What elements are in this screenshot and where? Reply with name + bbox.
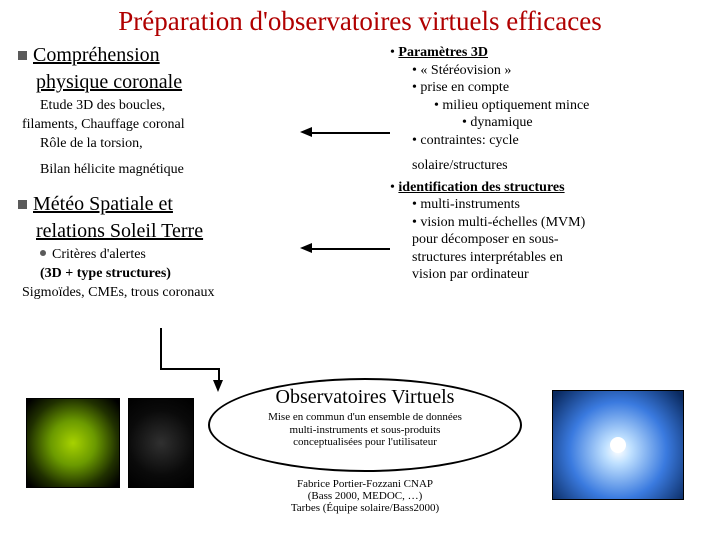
- ident-l1: • multi-instruments: [412, 196, 700, 214]
- comprehension-head: Compréhension: [18, 44, 308, 67]
- oval-body: Mise en commun d'un ensemble de données …: [210, 411, 520, 449]
- arrow-down-horiz: [160, 368, 218, 370]
- slide-title: Préparation d'observatoires virtuels eff…: [0, 6, 720, 37]
- comp-line4: Bilan hélicite magnétique: [40, 162, 308, 179]
- ident-head: • identification des structures: [390, 179, 700, 197]
- ident-l5: vision par ordinateur: [412, 266, 700, 284]
- arrow-down-line: [160, 328, 162, 368]
- comprehension-head-text: Compréhension: [33, 44, 160, 66]
- param-l4: • dynamique: [462, 114, 700, 132]
- dark-image-icon: [128, 398, 194, 488]
- bullet-dot-icon: [40, 250, 46, 256]
- bullet-icon: [18, 200, 27, 209]
- slide-root: Préparation d'observatoires virtuels eff…: [0, 0, 720, 540]
- param-l2: • prise en compte: [412, 79, 700, 97]
- comp-line3: Rôle de la torsion,: [40, 136, 308, 153]
- comprehension-sub: physique coronale: [36, 71, 308, 94]
- oval-l1: Mise en commun d'un ensemble de données: [234, 411, 496, 424]
- comp-line1: Etude 3D des boucles,: [40, 98, 308, 115]
- meteo-l3: Sigmoïdes, CMEs, trous coronaux: [22, 285, 308, 302]
- credit-block: Fabrice Portier-Fozzani CNAP (Bass 2000,…: [250, 478, 480, 514]
- corona-image-icon: [552, 390, 684, 500]
- sun-image-icon: [26, 398, 120, 488]
- ident-l3: pour décomposer en sous-: [412, 231, 700, 249]
- param-l1: • « Stéréovision »: [412, 62, 700, 80]
- meteo-l2: (3D + type structures): [40, 266, 308, 283]
- arrow-bottom-line: [310, 248, 390, 250]
- param-head: • Paramètres 3D: [390, 44, 700, 62]
- meteo-l1: Critères d'alertes: [40, 247, 308, 264]
- oval-title: Observatoires Virtuels: [210, 386, 520, 409]
- param-l5: • contraintes: cycle: [412, 132, 700, 150]
- arrow-top-line: [310, 132, 390, 134]
- oval-l2: multi-instruments et sous-produits: [234, 424, 496, 437]
- bullet-icon: [18, 51, 27, 60]
- credit-l2: (Bass 2000, MEDOC, …): [250, 490, 480, 502]
- param-l3: • milieu optiquement mince: [434, 97, 700, 115]
- right-column: • Paramètres 3D • « Stéréovision » • pri…: [390, 44, 700, 284]
- arrow-bottom-head-icon: [300, 243, 312, 253]
- meteo-sub: relations Soleil Terre: [36, 220, 308, 243]
- ident-l4: structures interprétables en: [412, 249, 700, 267]
- meteo-head-text: Météo Spatiale et: [33, 193, 173, 215]
- observatoires-oval: Observatoires Virtuels Mise en commun d'…: [208, 378, 522, 472]
- arrow-top-head-icon: [300, 127, 312, 137]
- meteo-head: Météo Spatiale et: [18, 193, 308, 216]
- comprehension-block: Compréhension physique coronale Etude 3D…: [18, 44, 308, 179]
- comp-line2: filaments, Chauffage coronal: [22, 117, 308, 134]
- meteo-block: Météo Spatiale et relations Soleil Terre…: [18, 193, 308, 301]
- oval-l3: conceptualisées pour l'utilisateur: [234, 436, 496, 449]
- ident-l2: • vision multi-échelles (MVM): [412, 214, 700, 232]
- param-l6: solaire/structures: [412, 157, 700, 175]
- left-column: Compréhension physique coronale Etude 3D…: [18, 44, 308, 302]
- credit-l3: Tarbes (Équipe solaire/Bass2000): [250, 502, 480, 514]
- credit-l1: Fabrice Portier-Fozzani CNAP: [250, 478, 480, 490]
